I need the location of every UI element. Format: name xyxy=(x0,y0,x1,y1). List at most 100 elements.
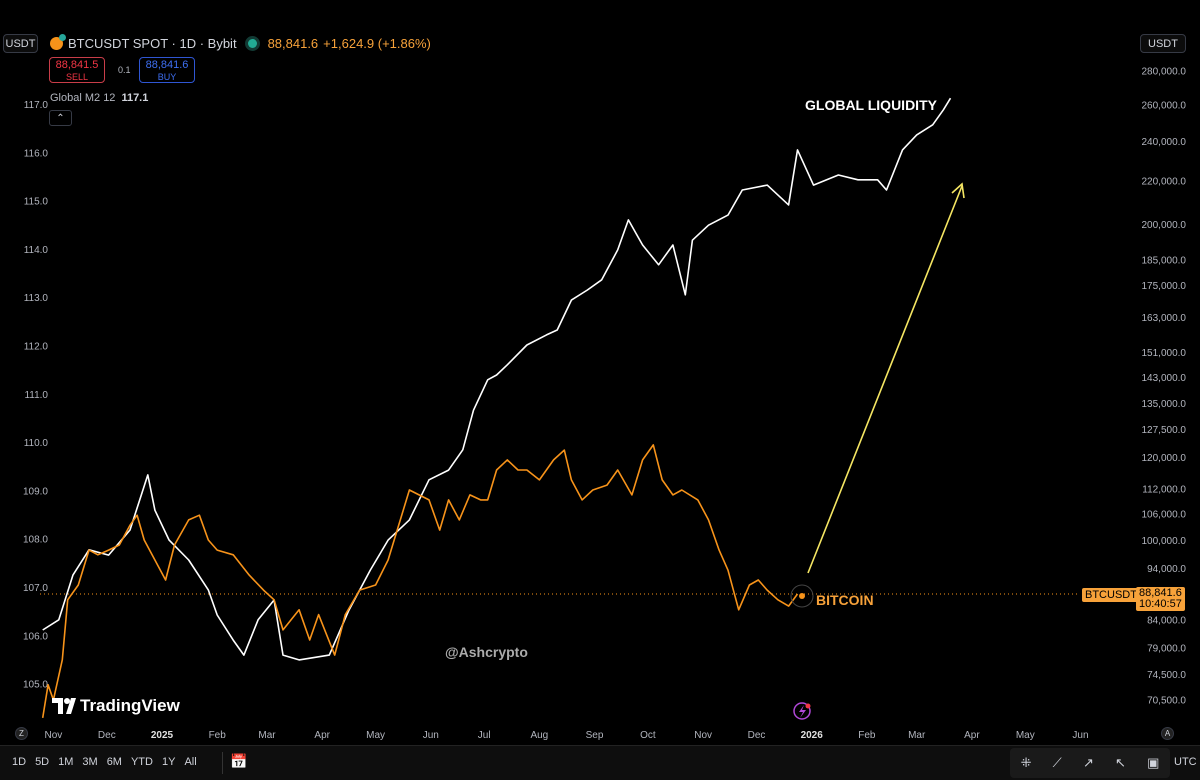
last-price: 88,841.6 xyxy=(267,36,319,51)
left-axis-tick: 109.0 xyxy=(23,486,48,497)
market-open-icon xyxy=(247,39,257,48)
range-all[interactable]: All xyxy=(184,756,197,768)
watermark: @Ashcrypto xyxy=(445,644,528,660)
indicator-value: 117.1 xyxy=(121,92,149,104)
left-axis-tick: 106.0 xyxy=(23,631,48,642)
left-axis-tick: 110.0 xyxy=(24,438,49,449)
right-axis-tick: 74,500.0 xyxy=(1147,670,1186,681)
time-axis-tick: Dec xyxy=(748,730,766,741)
right-axis-tick: 220,000.0 xyxy=(1142,176,1187,187)
time-axis-tick: Aug xyxy=(530,730,548,741)
range-1m[interactable]: 1M xyxy=(58,756,74,768)
left-axis-tick: 108.0 xyxy=(23,535,48,546)
right-axis-tick: 175,000.0 xyxy=(1142,281,1187,292)
time-axis-tick: Dec xyxy=(98,730,116,741)
range-5d[interactable]: 5D xyxy=(35,756,50,768)
chart-canvas[interactable]: 105.0 106.0 107.0 108.0 109.0 110.0 111.0 112.0… xyxy=(0,0,1200,745)
global-liquidity-label: GLOBAL LIQUIDITY xyxy=(805,97,937,113)
time-axis-tick: Apr xyxy=(314,730,330,741)
buy-label: BUY xyxy=(157,72,177,82)
time-axis[interactable]: Nov Dec 2025 Feb Mar Apr May Jun Jul Aug Sep Oct Nov… xyxy=(45,730,1089,741)
right-axis-tick: 100,000.0 xyxy=(1142,536,1187,547)
lightning-icon[interactable] xyxy=(793,702,811,720)
left-currency-button[interactable]: USDT xyxy=(3,34,38,53)
bitcoin-icon xyxy=(50,34,66,50)
trend-line-icon[interactable]: ⟋ xyxy=(1052,755,1062,770)
left-axis-tick: 113.0 xyxy=(24,293,49,304)
right-axis-tick: 120,000.0 xyxy=(1142,453,1187,464)
indicator-legend[interactable]: Global M2 12 117.1 xyxy=(50,92,148,104)
time-axis-tick: Oct xyxy=(640,730,656,741)
right-axis: 70,500.0 74,500.0 79,000.0 84,000.0 94,000.0… xyxy=(1142,66,1187,706)
right-axis-tick: 112,000.0 xyxy=(1142,484,1186,495)
price-tag-value: 88,841.6 xyxy=(1139,587,1182,599)
right-axis-tick: 84,000.0 xyxy=(1147,616,1186,627)
auto-scale-right-button[interactable]: A xyxy=(1161,727,1174,740)
right-axis-tick: 240,000.0 xyxy=(1142,137,1187,148)
last-point-marker xyxy=(799,593,805,599)
last-price-tag: 88,841.6 10:40:57 xyxy=(1136,587,1185,611)
timezone-button[interactable]: UTC xyxy=(1174,756,1197,768)
range-ytd[interactable]: YTD xyxy=(130,756,153,768)
cursor-icon[interactable]: ↖ xyxy=(1115,755,1126,770)
time-axis-tick: May xyxy=(366,730,385,741)
symbol-price-tag: BTCUSDT xyxy=(1082,588,1140,602)
right-axis-tick: 127,500.0 xyxy=(1142,425,1187,436)
right-axis-tick: 135,000.0 xyxy=(1142,399,1187,410)
chevron-up-icon[interactable]: ⌃ xyxy=(49,110,72,126)
tradingview-logo xyxy=(52,698,76,714)
right-axis-tick: 94,000.0 xyxy=(1147,564,1186,575)
sell-button[interactable]: 88,841.5 SELL xyxy=(49,57,105,83)
left-axis: 105.0 106.0 107.0 108.0 109.0 110.0 111.0 112.0… xyxy=(23,100,48,691)
time-axis-tick: Jun xyxy=(1072,730,1088,741)
range-3m[interactable]: 3M xyxy=(82,756,98,768)
calendar-icon[interactable]: 📅 xyxy=(230,753,248,769)
time-axis-tick: Feb xyxy=(858,730,876,741)
bitcoin-label: BITCOIN xyxy=(816,592,874,608)
time-axis-tick: Jun xyxy=(423,730,439,741)
range-selector: 1D 5D 1M 3M 6M YTD 1Y All xyxy=(12,756,197,768)
left-axis-tick: 116.0 xyxy=(24,148,49,159)
auto-scale-left-button[interactable]: Z xyxy=(15,727,28,740)
right-axis-tick: 70,500.0 xyxy=(1147,695,1186,706)
time-axis-tick: 2025 xyxy=(151,730,174,741)
right-axis-tick: 163,000.0 xyxy=(1142,313,1187,324)
time-axis-tick: Mar xyxy=(908,730,926,741)
pattern-icon[interactable]: ⁜ xyxy=(1020,755,1032,770)
time-axis-tick: Apr xyxy=(964,730,980,741)
indicator-name: Global M2 12 xyxy=(50,92,116,104)
right-axis-tick: 151,000.0 xyxy=(1142,348,1187,359)
price-tag-countdown: 10:40:57 xyxy=(1139,598,1182,610)
left-axis-tick: 115.0 xyxy=(24,197,49,208)
sell-price: 88,841.5 xyxy=(55,59,99,71)
left-axis-tick: 111.0 xyxy=(24,390,48,401)
time-axis-tick: Sep xyxy=(586,730,604,741)
tradingview-wordmark: TradingView xyxy=(80,696,180,715)
time-axis-tick: Nov xyxy=(694,730,712,741)
symbol-title[interactable]: BTCUSDT SPOT · 1D · Bybit xyxy=(68,36,237,51)
global-m2-line xyxy=(42,97,952,661)
price-change: +1,624.9 (+1.86%) xyxy=(323,36,431,51)
range-1y[interactable]: 1Y xyxy=(161,756,176,768)
order-quantity: 0.1 xyxy=(118,65,131,75)
bottom-toolbar: 1D 5D 1M 3M 6M YTD 1Y All 📅 ⁜ ⟋ ↗ ↖ ▣ UTC xyxy=(0,745,1200,780)
range-6m[interactable]: 6M xyxy=(106,756,122,768)
buy-price: 88,841.6 xyxy=(145,59,189,71)
buy-button[interactable]: 88,841.6 BUY xyxy=(139,57,195,83)
time-axis-tick: Jul xyxy=(478,730,491,741)
price-range-icon[interactable]: ▣ xyxy=(1147,755,1160,770)
range-1d[interactable]: 1D xyxy=(12,756,27,768)
ray-icon[interactable]: ↗ xyxy=(1082,755,1094,770)
time-axis-tick: May xyxy=(1016,730,1035,741)
left-axis-tick: 107.0 xyxy=(23,583,48,594)
time-axis-tick: 2026 xyxy=(801,730,824,741)
left-axis-tick: 105.0 xyxy=(23,680,48,691)
right-axis-tick: 143,000.0 xyxy=(1142,373,1187,384)
divider xyxy=(222,752,223,774)
right-axis-tick: 260,000.0 xyxy=(1142,100,1187,111)
right-axis-tick: 79,000.0 xyxy=(1147,643,1186,654)
right-axis-tick: 200,000.0 xyxy=(1142,220,1187,231)
yellow-arrow xyxy=(807,182,965,574)
right-currency-button[interactable]: USDT xyxy=(1140,34,1186,53)
time-axis-tick: Nov xyxy=(45,730,63,741)
